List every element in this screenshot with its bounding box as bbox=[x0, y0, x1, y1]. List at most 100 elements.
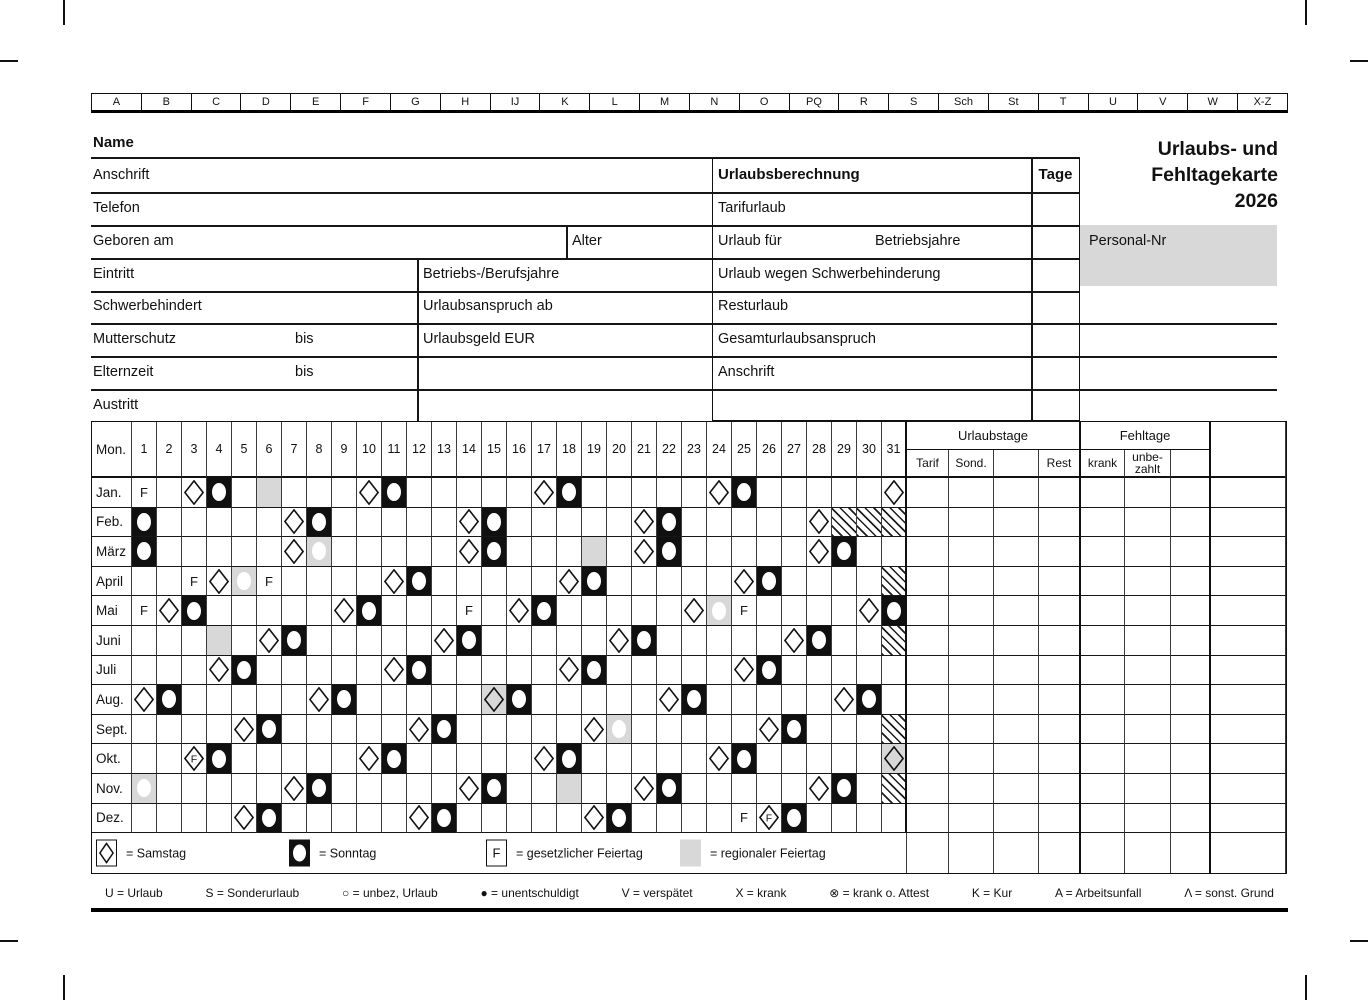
day-cell-aug-20 bbox=[607, 685, 632, 715]
day-cell-feb-17 bbox=[532, 507, 557, 538]
saturday-diamond-icon bbox=[184, 479, 204, 505]
day-cell-aug-5 bbox=[232, 685, 257, 715]
day-cell-okt-4 bbox=[207, 744, 232, 774]
day-cell-feb-8 bbox=[307, 507, 332, 538]
day-cell-aug-13 bbox=[432, 685, 457, 715]
day-cell-juni-18 bbox=[557, 625, 582, 656]
day-cell-juni-27 bbox=[782, 625, 807, 656]
tab-d: D bbox=[241, 94, 292, 110]
day-cell-okt-19 bbox=[582, 744, 607, 774]
day-cell-dez-22 bbox=[657, 803, 682, 834]
saturday-diamond-icon bbox=[883, 746, 904, 772]
day-cell-märz-28 bbox=[807, 537, 832, 567]
day-cell-feb-21 bbox=[632, 507, 657, 538]
day-header-16: 16 bbox=[507, 422, 532, 478]
day-cell-okt-29 bbox=[832, 744, 857, 774]
day-cell-sept-28 bbox=[807, 714, 832, 745]
day-cell-jan-14 bbox=[457, 478, 482, 508]
day-cell-mai-27 bbox=[782, 596, 807, 626]
card-title-line1: Urlaubs- und bbox=[1157, 138, 1278, 160]
day-cell-juni-3 bbox=[182, 625, 207, 656]
summary-cell bbox=[1125, 803, 1171, 834]
day-header-19: 19 bbox=[582, 422, 607, 478]
day-header-25: 25 bbox=[732, 422, 757, 478]
day-cell-april-16 bbox=[507, 566, 532, 597]
day-cell-jan-25 bbox=[732, 478, 757, 508]
day-cell-okt-31 bbox=[882, 744, 907, 774]
day-cell-nov-20 bbox=[607, 773, 632, 804]
day-cell-juni-12 bbox=[407, 625, 432, 656]
day-cell-märz-21 bbox=[632, 537, 657, 567]
sunday-circle-icon bbox=[787, 808, 801, 827]
day-cell-sept-8 bbox=[307, 714, 332, 745]
day-cell-nov-29 bbox=[832, 773, 857, 804]
day-cell-nov-26 bbox=[757, 773, 782, 804]
day-cell-märz-26 bbox=[757, 537, 782, 567]
day-cell-nov-3 bbox=[182, 773, 207, 804]
day-cell-mai-8 bbox=[307, 596, 332, 626]
day-cell-jan-2 bbox=[157, 478, 182, 508]
saturday-diamond-icon bbox=[284, 538, 304, 564]
summary-cell bbox=[1211, 714, 1286, 745]
day-cell-feb-25 bbox=[732, 507, 757, 538]
day-cell-mai-23 bbox=[682, 596, 707, 626]
day-cell-aug-25 bbox=[732, 685, 757, 715]
day-cell-juni-28 bbox=[807, 625, 832, 656]
day-cell-okt-24 bbox=[707, 744, 732, 774]
summary-cell bbox=[907, 685, 949, 715]
crop-mark bbox=[0, 940, 18, 942]
summary-cell bbox=[1211, 803, 1286, 834]
legend-text: = Samstag bbox=[126, 846, 187, 861]
sunday-circle-icon bbox=[212, 483, 226, 502]
day-cell-sept-1 bbox=[132, 714, 157, 745]
day-cell-juli-18 bbox=[557, 655, 582, 686]
summary-cell bbox=[994, 714, 1039, 745]
sunday-circle-icon bbox=[462, 631, 476, 650]
day-cell-okt-26 bbox=[757, 744, 782, 774]
summary-cell bbox=[1039, 744, 1081, 774]
day-cell-aug-7 bbox=[282, 685, 307, 715]
day-cell-märz-25 bbox=[732, 537, 757, 567]
sunday-circle-icon bbox=[437, 720, 451, 739]
crop-mark bbox=[0, 60, 18, 62]
summary-cell bbox=[949, 566, 994, 597]
day-cell-juni-15 bbox=[482, 625, 507, 656]
summary-cell bbox=[994, 833, 1039, 874]
day-cell-juli-26 bbox=[757, 655, 782, 686]
summary-cell bbox=[907, 478, 949, 508]
saturday-diamond-icon bbox=[634, 775, 654, 801]
sunday-circle-icon bbox=[662, 512, 676, 531]
day-cell-dez-1 bbox=[132, 803, 157, 834]
day-cell-juni-14 bbox=[457, 625, 482, 656]
summary-cell bbox=[1081, 803, 1125, 834]
saturday-diamond-icon bbox=[684, 598, 704, 624]
form-rule bbox=[417, 258, 419, 421]
day-cell-nov-11 bbox=[382, 773, 407, 804]
day-cell-juni-13 bbox=[432, 625, 457, 656]
summary-cell bbox=[1125, 833, 1171, 874]
sunday-circle-icon bbox=[187, 601, 201, 620]
abbr-legend-item: ● = unentschuldigt bbox=[480, 886, 579, 900]
crop-mark bbox=[63, 0, 65, 25]
day-cell-aug-31 bbox=[882, 685, 907, 715]
day-cell-dez-12 bbox=[407, 803, 432, 834]
day-cell-april-9 bbox=[332, 566, 357, 597]
sunday-circle-icon bbox=[712, 601, 726, 620]
summary-cell bbox=[1171, 655, 1211, 686]
day-cell-juli-10 bbox=[357, 655, 382, 686]
summary-cell bbox=[1039, 625, 1081, 656]
saturday-diamond-icon bbox=[534, 479, 554, 505]
day-cell-märz-24 bbox=[707, 537, 732, 567]
month-label-aug: Aug. bbox=[92, 685, 132, 715]
day-cell-april-18 bbox=[557, 566, 582, 597]
day-cell-märz-9 bbox=[332, 537, 357, 567]
saturday-diamond-icon bbox=[459, 538, 479, 564]
summary-cell bbox=[1211, 655, 1286, 686]
summary-cell bbox=[1125, 596, 1171, 626]
summary-cell bbox=[1171, 625, 1211, 656]
month-label-mai: Mai bbox=[92, 596, 132, 626]
saturday-diamond-icon bbox=[209, 568, 229, 594]
summary-cell bbox=[907, 625, 949, 656]
summary-cell bbox=[1125, 625, 1171, 656]
day-header-30: 30 bbox=[857, 422, 882, 478]
